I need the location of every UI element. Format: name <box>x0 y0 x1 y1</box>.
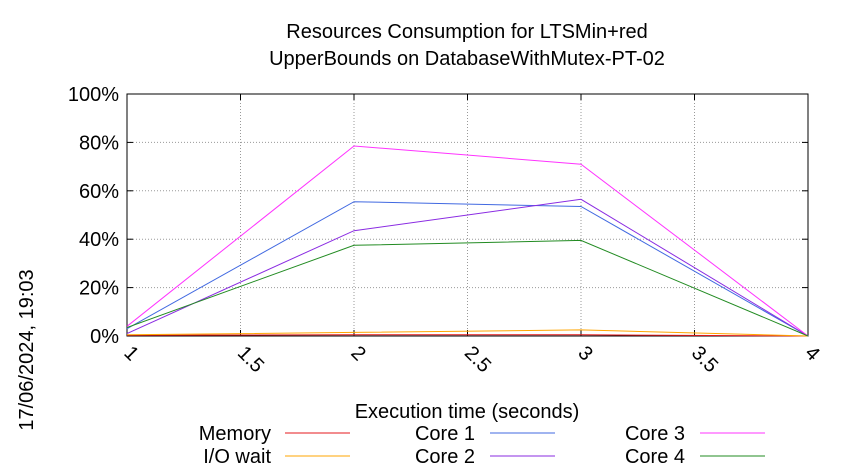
series-line-core-4 <box>126 239 809 337</box>
x-tick-label: 2.5 <box>460 342 495 377</box>
x-tick-label: 1.5 <box>233 342 268 377</box>
timestamp: 17/06/2024, 19:03 <box>16 269 38 430</box>
x-tick-label: 3 <box>573 342 596 365</box>
y-tick-label: 0% <box>90 326 119 348</box>
x-axis-label: Execution time (seconds) <box>355 401 580 423</box>
y-tick-label: 20% <box>79 278 119 300</box>
grid <box>127 94 808 336</box>
series-lines <box>126 145 809 337</box>
series-line-core-3 <box>126 145 809 337</box>
y-tick-label: 80% <box>79 132 119 154</box>
y-axis: 0% 20% 40% 60% 80% 100% <box>68 84 808 348</box>
x-tick-label: 2 <box>346 342 369 365</box>
x-tick-label: 4 <box>800 342 823 365</box>
series-line-core-1 <box>126 201 809 337</box>
legend-label-memory: Memory <box>199 423 271 445</box>
x-tick-label: 1 <box>119 342 142 365</box>
legend-label-core-1: Core 1 <box>415 423 475 445</box>
series-line-memory <box>126 334 809 337</box>
y-tick-label: 60% <box>79 181 119 203</box>
y-tick-label: 100% <box>68 84 119 106</box>
y-tick-label: 40% <box>79 229 119 251</box>
legend-label-i-o-wait: I/O wait <box>203 446 271 468</box>
series-line-core-2 <box>126 198 809 337</box>
chart-title: Resources Consumption for LTSMin+red <box>286 21 647 43</box>
legend-label-core-3: Core 3 <box>625 423 685 445</box>
series-line-i-o-wait <box>126 329 809 337</box>
legend-label-core-4: Core 4 <box>625 446 685 468</box>
x-tick-label: 3.5 <box>687 342 722 377</box>
legend-label-core-2: Core 2 <box>415 446 475 468</box>
chart-subtitle: UpperBounds on DatabaseWithMutex-PT-02 <box>269 48 665 70</box>
